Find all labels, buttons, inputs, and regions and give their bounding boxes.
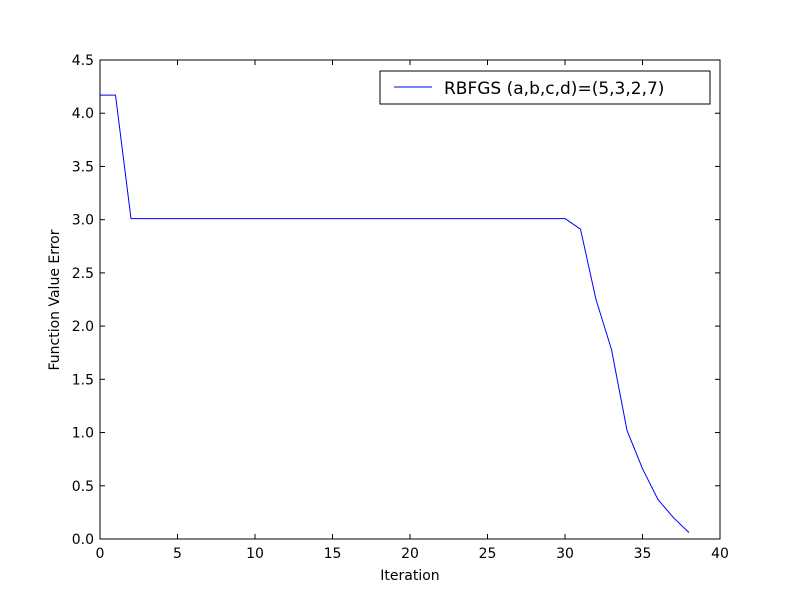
y-tick-label: 2.0 [72,319,94,335]
legend: RBFGS (a,b,c,d)=(5,3,2,7) [379,70,711,105]
x-axis-title: Iteration [380,568,439,584]
series-line [100,94,690,533]
y-tick-label: 3.5 [72,159,94,175]
x-tick-label: 25 [479,546,497,562]
y-tick-label: 3.0 [72,213,94,229]
x-tick-label: 5 [173,546,182,562]
x-tick-label: 15 [324,546,342,562]
y-axis-title: Function Value Error [47,229,63,370]
y-tick-label: 1.5 [72,372,94,388]
x-tick-label: 0 [96,546,105,562]
y-tick-label: 4.0 [72,106,94,122]
legend-box [379,70,711,105]
y-tick-label: 1.0 [72,426,94,442]
y-tick-label: 4.5 [72,53,94,69]
x-tick-label: 20 [401,546,419,562]
x-tick-label: 30 [556,546,574,562]
y-tick-label: 0.0 [72,532,94,548]
x-tick-label: 10 [246,546,264,562]
y-tick-label: 2.5 [72,266,94,282]
ticks-layer: 0 5 10 15 20 25 30 35 40 0.0 0.5 1.0 1.5 2.0 2.5 3.0 3.5… [72,53,729,562]
legend-label: RBFGS (a,b,c,d)=(5,3,2,7) [444,79,664,99]
x-tick-label: 35 [634,546,652,562]
plot-layer [100,94,690,533]
y-tick-label: 0.5 [72,479,94,495]
x-tick-label: 40 [711,546,729,562]
